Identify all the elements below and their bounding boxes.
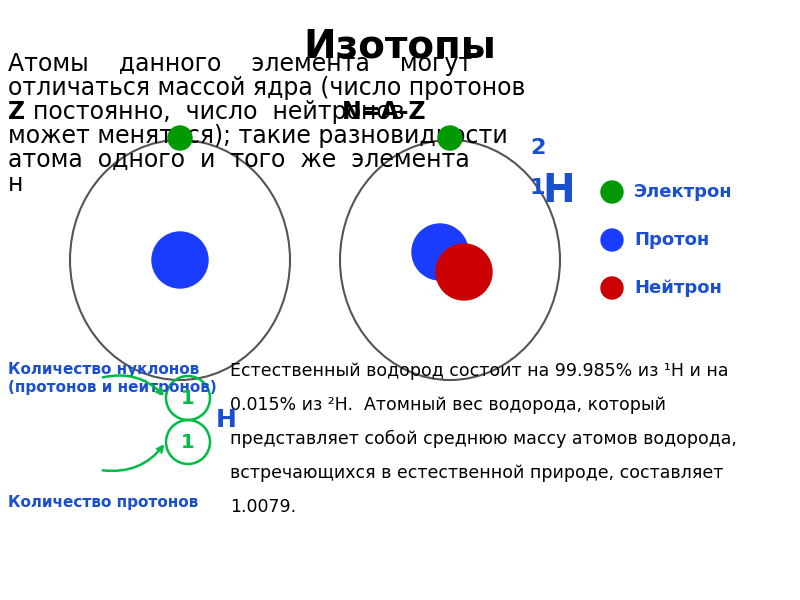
Text: H: H [542, 172, 574, 210]
Circle shape [152, 232, 208, 288]
Circle shape [168, 126, 192, 150]
Text: отличаться массой ядра (число протонов: отличаться массой ядра (число протонов [8, 76, 526, 100]
Text: 0.015% из ²H.  Атомный вес водорода, который: 0.015% из ²H. Атомный вес водорода, кото… [230, 396, 666, 414]
Text: Количество протонов: Количество протонов [8, 495, 198, 510]
Text: Количество нуклонов
(протонов и нейтронов): Количество нуклонов (протонов и нейтроно… [8, 362, 217, 395]
Text: Изотопы: Изотопы [303, 28, 497, 66]
Text: 1.0079.: 1.0079. [230, 498, 296, 516]
Circle shape [601, 277, 623, 299]
Circle shape [438, 126, 462, 150]
Text: Атомы    данного    элемента    могут: Атомы данного элемента могут [8, 52, 472, 76]
Text: N=A-Z: N=A-Z [342, 100, 426, 124]
Circle shape [412, 224, 468, 280]
Text: 1: 1 [181, 389, 195, 407]
Text: Нейтрон: Нейтрон [634, 279, 722, 297]
Text: 1: 1 [181, 433, 195, 451]
Text: постоянно,  число  нейтронов: постоянно, число нейтронов [18, 100, 420, 124]
Text: 2: 2 [530, 138, 546, 158]
Text: Протон: Протон [634, 231, 710, 249]
Circle shape [601, 229, 623, 251]
Text: может меняться); такие разновидности: может меняться); такие разновидности [8, 124, 508, 148]
Text: Естественный водород состоит на 99.985% из ¹H и на: Естественный водород состоит на 99.985% … [230, 362, 729, 380]
Text: H: H [216, 408, 237, 432]
Text: Z: Z [8, 100, 25, 124]
Circle shape [436, 244, 492, 300]
Circle shape [601, 181, 623, 203]
Text: н: н [8, 172, 23, 196]
Text: 1: 1 [530, 178, 546, 198]
Text: представляет собой среднюю массу атомов водорода,: представляет собой среднюю массу атомов … [230, 430, 737, 448]
Text: атома  одного  и  того  же  элемента: атома одного и того же элемента [8, 148, 470, 172]
Text: встречающихся в естественной природе, составляет: встречающихся в естественной природе, со… [230, 464, 723, 482]
Text: Электрон: Электрон [634, 183, 733, 201]
